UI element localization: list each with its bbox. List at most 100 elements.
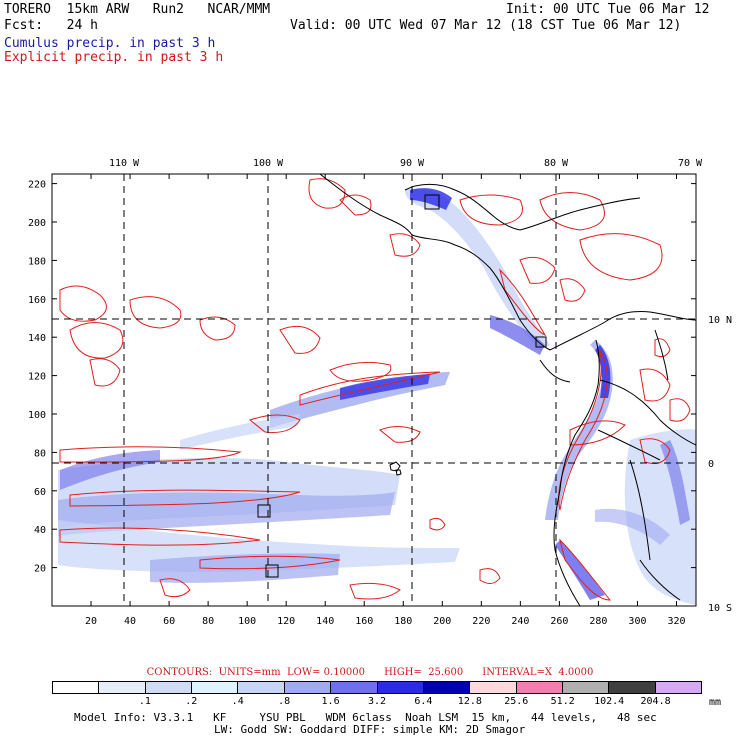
- legend-swatch: [655, 682, 702, 693]
- x-tick-label: 240: [511, 616, 529, 627]
- color-legend: [52, 681, 702, 694]
- legend-label: 25.6: [504, 696, 529, 707]
- x-tick-label: 180: [394, 616, 412, 627]
- explicit-contour: [69, 322, 124, 359]
- x-tick-label: 200: [433, 616, 451, 627]
- x-tick-label: 40: [124, 616, 136, 627]
- explicit-contour: [299, 371, 441, 406]
- x-tick-label: 120: [277, 616, 295, 627]
- plot-frame: [51, 173, 697, 607]
- legend-swatch: [53, 682, 100, 693]
- legend-swatch: [562, 682, 610, 693]
- explicit-contour: [429, 517, 446, 531]
- legend-label: 204.8: [640, 696, 671, 707]
- legend-labels: .1 .2 .4 .8 1.6 3.2 6.4 12.8 25.6 51.2 102.4 204.8: [52, 696, 702, 708]
- legend-swatch: [470, 682, 517, 693]
- boundary: [629, 459, 651, 561]
- y-tick-label: 20: [34, 564, 46, 575]
- x-tick-label: 320: [667, 616, 685, 627]
- physics-info: LW: Godd SW: Goddard DIFF: simple KM: 2D…: [214, 723, 526, 736]
- y-tick-label: 40: [34, 525, 46, 536]
- cumulus-band: [660, 440, 690, 525]
- explicit-contour: [339, 194, 372, 216]
- cumulus-band: [340, 374, 430, 400]
- explicit-contour: [459, 194, 523, 226]
- explicit-contour: [59, 446, 242, 463]
- latitude-label: 0: [708, 459, 714, 470]
- x-tick-label: 160: [355, 616, 373, 627]
- longitude-label: 80 W: [544, 158, 569, 169]
- contour-info: CONTOURS: UNITS=mm LOW= 0.10000 HIGH= 25…: [146, 667, 594, 678]
- explicit-contour: [279, 325, 321, 354]
- legend-swatch: [331, 682, 378, 693]
- coastline: [404, 183, 521, 231]
- explicit-contour: [59, 285, 107, 322]
- explicit-contour: [569, 420, 626, 446]
- legend-swatch: [609, 682, 656, 693]
- y-tick-label: 80: [34, 448, 46, 459]
- model-title: TORERO 15km ARW Run2 NCAR/MMM: [4, 2, 271, 17]
- cumulus-band: [58, 492, 395, 536]
- cumulus-band: [150, 553, 340, 583]
- boundary: [599, 379, 696, 446]
- y-tick-label: 60: [34, 487, 46, 498]
- explicit-contour: [69, 489, 301, 507]
- legend-label: 6.4: [414, 696, 433, 707]
- x-tick-label: 80: [202, 616, 214, 627]
- legend-label: 51.2: [550, 696, 575, 707]
- cumulus-band: [490, 315, 545, 355]
- x-tick-label: 20: [85, 616, 97, 627]
- x-tick-label: 260: [550, 616, 568, 627]
- island: [395, 469, 402, 476]
- y-tick-label: 200: [28, 218, 46, 229]
- legend-label: 12.8: [457, 696, 482, 707]
- longitude-label: 100 W: [253, 158, 284, 169]
- y-tick-label: 160: [28, 295, 46, 306]
- coastline: [519, 197, 641, 231]
- x-tick-label: 100: [238, 616, 256, 627]
- site-marker: [535, 336, 547, 348]
- cumulus-field-label: Cumulus precip. in past 3 h: [4, 36, 216, 51]
- explicit-contour: [669, 398, 691, 422]
- explicit-contour: [559, 538, 612, 601]
- explicit-contour: [379, 426, 421, 443]
- explicit-contour: [639, 438, 671, 464]
- legend-swatch: [145, 682, 193, 693]
- explicit-contour: [159, 578, 191, 598]
- cumulus-band: [180, 414, 300, 450]
- explicit-contour: [499, 268, 547, 337]
- explicit-contour: [59, 527, 261, 546]
- coastline: [319, 174, 606, 351]
- boundary: [654, 329, 669, 381]
- explicit-contour: [329, 361, 392, 382]
- cumulus-band: [60, 450, 160, 490]
- x-tick-label: 220: [472, 616, 490, 627]
- boundary: [639, 559, 681, 601]
- explicit-contour: [389, 233, 421, 257]
- legend-swatch: [377, 682, 424, 693]
- x-tick-label: 140: [316, 616, 334, 627]
- explicit-contour: [129, 296, 182, 329]
- x-tick-label: 300: [628, 616, 646, 627]
- latitude-label: 10 S: [708, 603, 732, 614]
- legend-label: 1.6: [321, 696, 340, 707]
- coastline: [604, 311, 696, 323]
- explicit-contour: [199, 555, 341, 570]
- explicit-contour: [89, 358, 121, 387]
- legend-label: .8: [278, 696, 291, 707]
- precip-field: [58, 174, 696, 606]
- explicit-contour: [349, 582, 401, 600]
- y-tick-label: 140: [28, 333, 46, 344]
- cumulus-band: [58, 520, 460, 572]
- legend-swatch: [516, 682, 563, 693]
- y-tick-label: 120: [28, 372, 46, 383]
- y-tick-label: 220: [28, 180, 46, 191]
- legend-label: 102.4: [594, 696, 625, 707]
- legend-swatch: [423, 682, 471, 693]
- boundary: [597, 429, 661, 461]
- legend-label: .4: [231, 696, 244, 707]
- y-tick-label: 180: [28, 256, 46, 267]
- init-time: Init: 00 UTC Tue 06 Mar 12: [506, 2, 710, 17]
- explicit-contour: [479, 568, 501, 584]
